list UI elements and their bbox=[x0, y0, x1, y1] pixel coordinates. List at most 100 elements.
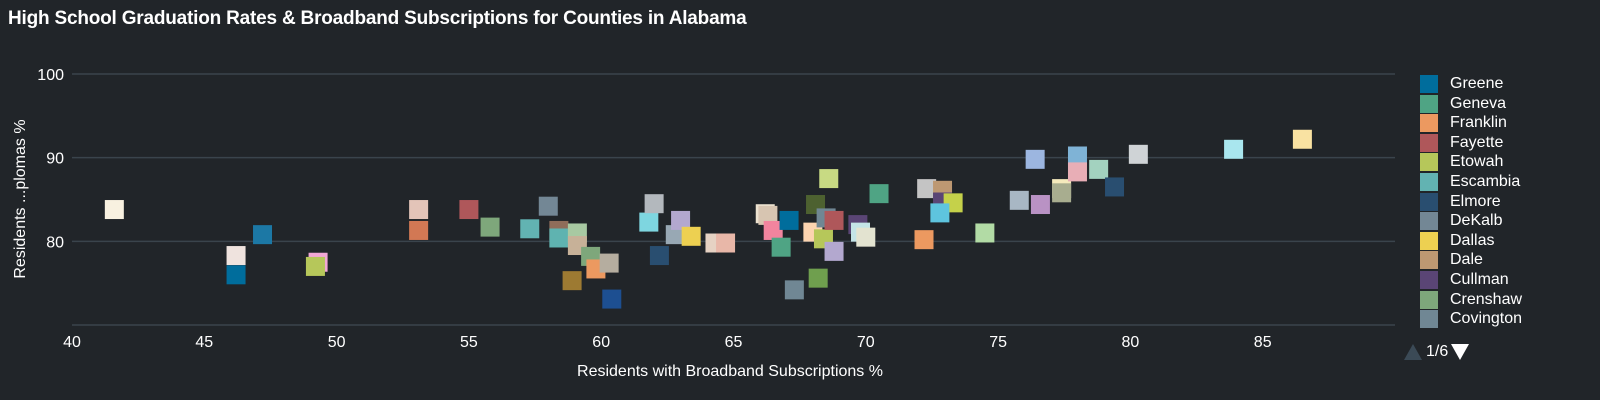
y-tick-label: 90 bbox=[46, 151, 64, 168]
data-point[interactable] bbox=[1224, 139, 1244, 159]
legend-item[interactable]: DeKalb bbox=[1420, 211, 1502, 231]
data-point[interactable] bbox=[1128, 144, 1148, 164]
legend-item[interactable]: Cullman bbox=[1420, 270, 1509, 290]
legend-swatch bbox=[1420, 173, 1438, 191]
data-point[interactable] bbox=[763, 220, 783, 240]
legend-swatch bbox=[1420, 114, 1438, 133]
data-point[interactable] bbox=[975, 223, 995, 243]
legend-item[interactable]: Dale bbox=[1420, 250, 1483, 270]
data-point[interactable] bbox=[409, 200, 429, 220]
data-point[interactable] bbox=[771, 237, 791, 257]
data-point[interactable] bbox=[649, 246, 669, 266]
legend-label: Dallas bbox=[1450, 231, 1495, 249]
data-point[interactable] bbox=[549, 228, 569, 248]
scatter-chart: 80 90 100 40 45 50 55 60 65 70 75 80 85 Residents w… bbox=[12, 67, 1395, 380]
data-point[interactable] bbox=[644, 194, 664, 214]
data-point[interactable] bbox=[104, 200, 124, 220]
data-point[interactable] bbox=[538, 196, 558, 216]
legend-label: Covington bbox=[1450, 310, 1523, 328]
data-point[interactable] bbox=[758, 205, 778, 225]
y-axis-ticks: 80 90 100 bbox=[37, 67, 64, 251]
legend-label: Fayette bbox=[1450, 133, 1504, 151]
data-point[interactable] bbox=[1052, 183, 1072, 203]
x-tick-label: 80 bbox=[1122, 334, 1140, 351]
legend-item[interactable]: Dallas bbox=[1420, 231, 1494, 251]
legend-label: Cullman bbox=[1450, 271, 1509, 288]
legend-label: Geneva bbox=[1450, 94, 1507, 112]
legend-item[interactable]: Crenshaw bbox=[1420, 290, 1522, 310]
data-point[interactable] bbox=[639, 212, 659, 232]
legend-page-down-icon[interactable] bbox=[1451, 344, 1470, 360]
data-point[interactable] bbox=[520, 219, 540, 239]
legend-label: Dale bbox=[1450, 251, 1483, 269]
legend-item[interactable]: Etowah bbox=[1420, 152, 1503, 172]
data-point[interactable] bbox=[819, 169, 839, 189]
data-point[interactable] bbox=[671, 210, 691, 230]
data-point[interactable] bbox=[716, 233, 736, 253]
legend-swatch bbox=[1420, 310, 1438, 329]
x-tick-label: 85 bbox=[1254, 334, 1272, 351]
x-tick-label: 75 bbox=[989, 334, 1007, 351]
legend-item[interactable]: Fayette bbox=[1420, 133, 1503, 153]
data-point[interactable] bbox=[914, 230, 934, 250]
legend-swatch bbox=[1420, 94, 1438, 113]
data-point[interactable] bbox=[1067, 162, 1087, 182]
data-point[interactable] bbox=[808, 268, 828, 288]
legend-item[interactable]: Geneva bbox=[1420, 94, 1506, 114]
data-point[interactable] bbox=[1105, 177, 1125, 197]
legend-swatch bbox=[1420, 290, 1438, 309]
data-point[interactable] bbox=[1025, 149, 1045, 169]
data-point[interactable] bbox=[1089, 159, 1109, 179]
data-point[interactable] bbox=[409, 220, 429, 240]
data-point[interactable] bbox=[480, 217, 500, 237]
legend: Greene Geneva Franklin Fayette Etowah Escambi… bbox=[1420, 71, 1590, 333]
grid-lines bbox=[72, 73, 1395, 326]
legend-label: Escambia bbox=[1450, 173, 1521, 190]
data-point[interactable] bbox=[1292, 129, 1312, 149]
data-point[interactable] bbox=[1030, 195, 1050, 215]
data-point[interactable] bbox=[779, 210, 799, 230]
data-point[interactable] bbox=[856, 227, 876, 247]
data-point[interactable] bbox=[226, 246, 246, 266]
data-point[interactable] bbox=[602, 289, 622, 309]
legend-label: Etowah bbox=[1450, 153, 1504, 171]
data-point[interactable] bbox=[917, 179, 937, 199]
x-tick-label: 50 bbox=[328, 334, 346, 351]
data-point[interactable] bbox=[562, 271, 582, 291]
chart-title: High School Graduation Rates & Broadband… bbox=[8, 8, 747, 29]
data-point[interactable] bbox=[869, 184, 889, 204]
legend-item[interactable]: Elmore bbox=[1420, 192, 1501, 212]
legend-pager: 1/6 bbox=[1404, 343, 1470, 361]
data-point[interactable] bbox=[459, 200, 479, 220]
y-tick-label: 100 bbox=[37, 67, 64, 84]
data-point[interactable] bbox=[930, 203, 950, 223]
data-point[interactable] bbox=[1009, 190, 1029, 210]
data-point[interactable] bbox=[1067, 146, 1087, 166]
legend-label: Greene bbox=[1450, 75, 1504, 92]
legend-page-indicator: 1/6 bbox=[1426, 343, 1449, 360]
y-tick-label: 80 bbox=[46, 234, 64, 251]
data-point[interactable] bbox=[305, 256, 325, 276]
x-axis-ticks: 40 45 50 55 60 65 70 75 80 85 bbox=[63, 334, 1272, 351]
legend-swatch bbox=[1420, 231, 1438, 250]
legend-item[interactable]: Franklin bbox=[1420, 113, 1507, 133]
x-tick-label: 65 bbox=[725, 334, 743, 351]
data-point[interactable] bbox=[226, 265, 246, 285]
legend-item[interactable]: Greene bbox=[1420, 74, 1503, 94]
data-point[interactable] bbox=[253, 225, 273, 245]
data-point[interactable] bbox=[824, 241, 844, 261]
data-points[interactable] bbox=[104, 129, 1312, 309]
legend-swatch bbox=[1420, 192, 1438, 211]
data-point[interactable] bbox=[824, 210, 844, 230]
legend-page-up-icon[interactable] bbox=[1404, 344, 1422, 360]
legend-item[interactable]: Covington bbox=[1420, 309, 1522, 329]
legend-label: Crenshaw bbox=[1450, 290, 1523, 308]
legend-item[interactable]: Escambia bbox=[1420, 172, 1520, 192]
data-point[interactable] bbox=[599, 253, 619, 273]
legend-swatch bbox=[1420, 212, 1438, 231]
data-point[interactable] bbox=[784, 280, 804, 300]
data-point[interactable] bbox=[681, 226, 701, 246]
x-tick-label: 70 bbox=[857, 334, 875, 351]
x-tick-label: 55 bbox=[460, 334, 478, 351]
legend-swatch bbox=[1420, 251, 1438, 270]
